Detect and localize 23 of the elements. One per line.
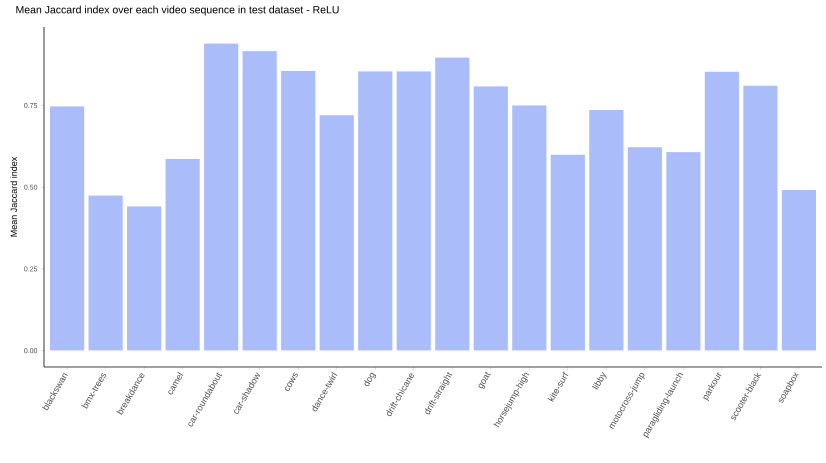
bar <box>512 104 547 351</box>
bar <box>242 50 278 351</box>
bar <box>781 190 816 351</box>
bar <box>280 70 316 351</box>
bar <box>396 70 432 351</box>
bar <box>704 71 740 351</box>
x-tick-label: dog <box>364 372 376 386</box>
bar <box>50 106 85 351</box>
y-axis-title: Mean Jaccard index <box>10 156 17 237</box>
bar <box>358 70 393 351</box>
bar <box>434 57 470 351</box>
bar <box>319 114 354 351</box>
chart-title: Mean Jaccard index over each video sequence in test dataset - ReLU <box>16 6 339 16</box>
bar <box>165 158 200 351</box>
bar <box>473 86 508 351</box>
bar <box>666 152 701 351</box>
bar <box>126 206 162 351</box>
bar <box>550 154 586 351</box>
bar <box>588 109 624 351</box>
bar <box>204 43 239 351</box>
bar <box>627 146 662 351</box>
bar <box>88 195 124 351</box>
bar <box>742 85 778 351</box>
